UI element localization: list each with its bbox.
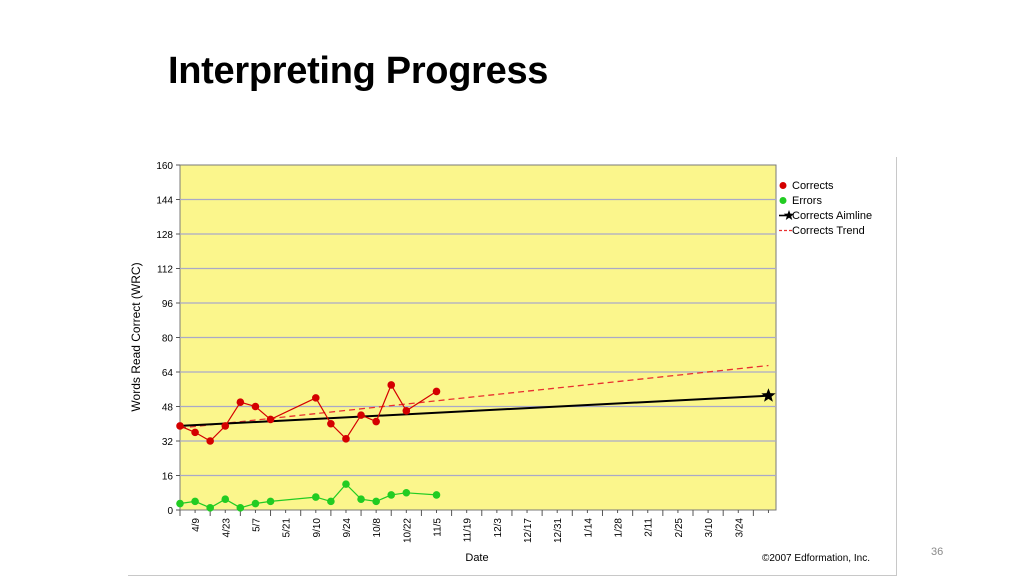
errors-point <box>432 491 441 499</box>
y-tick-label: 48 <box>162 403 174 414</box>
series-layer <box>176 364 776 512</box>
x-tick-label: 12/17 <box>523 518 534 543</box>
legend-label: Corrects Trend <box>792 225 865 237</box>
errors-point <box>176 499 184 508</box>
errors-point <box>327 497 335 506</box>
corrects-point <box>387 381 396 389</box>
corrects-point <box>221 422 230 430</box>
x-axis-ticks: 4/9 4/23 5/7 5/21 9/10 9/24 10/8 10/22 11/5 11/19… <box>179 510 769 543</box>
x-tick-label: 11/19 <box>463 518 474 543</box>
y-tick-label: 80 <box>162 334 174 345</box>
corrects-point <box>327 419 335 428</box>
aimline-star-marker <box>761 388 776 402</box>
x-tick-label: 5/7 <box>251 518 262 532</box>
errors-point <box>387 491 396 499</box>
slide-title: Interpreting Progress <box>168 50 549 92</box>
y-tick-label: 96 <box>162 299 174 310</box>
legend-marker <box>779 182 787 189</box>
legend-label: Corrects Aimline <box>792 210 872 222</box>
corrects-point <box>191 428 199 437</box>
x-tick-label: 5/21 <box>282 518 293 538</box>
progress-chart: 0 16 32 48 64 80 96 112 128 144 160 4/9 4/23 5/7 5/21… <box>129 161 872 564</box>
y-axis-ticks: 0 16 32 48 64 80 96 112 128 144 160 <box>156 161 180 517</box>
errors-point <box>402 488 411 497</box>
errors-point <box>357 495 365 504</box>
corrects-point <box>266 415 275 424</box>
copyright-text: ©2007 Edformation, Inc. <box>762 553 870 564</box>
y-axis-label: Words Read Correct (WRC) <box>129 262 143 411</box>
corrects-point <box>176 422 184 430</box>
legend-star-marker <box>783 210 795 220</box>
errors-point <box>236 504 245 512</box>
x-tick-label: 4/9 <box>191 518 202 532</box>
grid-lines <box>180 198 776 477</box>
chart-legend: Corrects Errors Corrects Aimline Corrects T… <box>779 180 872 237</box>
corrects-point <box>357 411 365 419</box>
x-tick-label: 9/24 <box>342 518 353 538</box>
errors-point <box>266 497 275 506</box>
corrects-point <box>372 417 380 426</box>
x-axis-label: Date <box>465 552 488 564</box>
errors-point <box>191 497 199 506</box>
trend-line <box>179 364 769 429</box>
x-tick-label: 9/10 <box>312 518 323 538</box>
errors-point <box>206 504 214 512</box>
x-tick-label: 4/23 <box>221 518 232 538</box>
x-tick-label: 2/11 <box>644 518 655 537</box>
y-tick-label: 128 <box>156 230 173 241</box>
x-tick-label: 3/10 <box>704 518 715 538</box>
corrects-point <box>311 394 320 402</box>
y-tick-label: 64 <box>162 368 174 379</box>
x-tick-label: 11/5 <box>433 518 444 537</box>
corrects-point <box>251 402 260 411</box>
x-tick-label: 12/31 <box>553 518 564 543</box>
corrects-point <box>236 398 245 406</box>
y-tick-label: 32 <box>162 437 174 448</box>
x-tick-label: 1/14 <box>583 518 594 538</box>
y-tick-label: 160 <box>156 161 173 172</box>
errors-point <box>372 497 380 506</box>
errors-point <box>342 480 350 488</box>
chart-frame: 0 16 32 48 64 80 96 112 128 144 160 4/9 4/23 5/7 5/21… <box>128 157 897 576</box>
slide-number: 36 <box>931 546 944 558</box>
aimline <box>179 394 769 427</box>
corrects-point <box>342 435 350 443</box>
x-tick-label: 12/3 <box>493 518 504 538</box>
y-tick-label: 0 <box>167 506 173 517</box>
x-tick-label: 3/24 <box>734 518 745 538</box>
legend-label: Errors <box>792 195 822 207</box>
x-tick-label: 10/8 <box>372 518 383 538</box>
x-tick-label: 1/28 <box>614 518 625 538</box>
legend-marker <box>779 197 787 204</box>
errors-point <box>251 499 260 508</box>
x-tick-label: 2/25 <box>674 518 685 538</box>
errors-point <box>221 495 230 504</box>
y-tick-label: 16 <box>162 472 174 483</box>
corrects-point <box>432 387 441 396</box>
x-tick-label: 10/22 <box>402 518 413 543</box>
errors-point <box>311 493 320 501</box>
y-tick-label: 112 <box>157 265 173 276</box>
legend-label: Corrects <box>792 180 834 192</box>
y-tick-label: 144 <box>156 196 173 207</box>
corrects-point <box>402 407 411 415</box>
corrects-point <box>206 437 214 445</box>
